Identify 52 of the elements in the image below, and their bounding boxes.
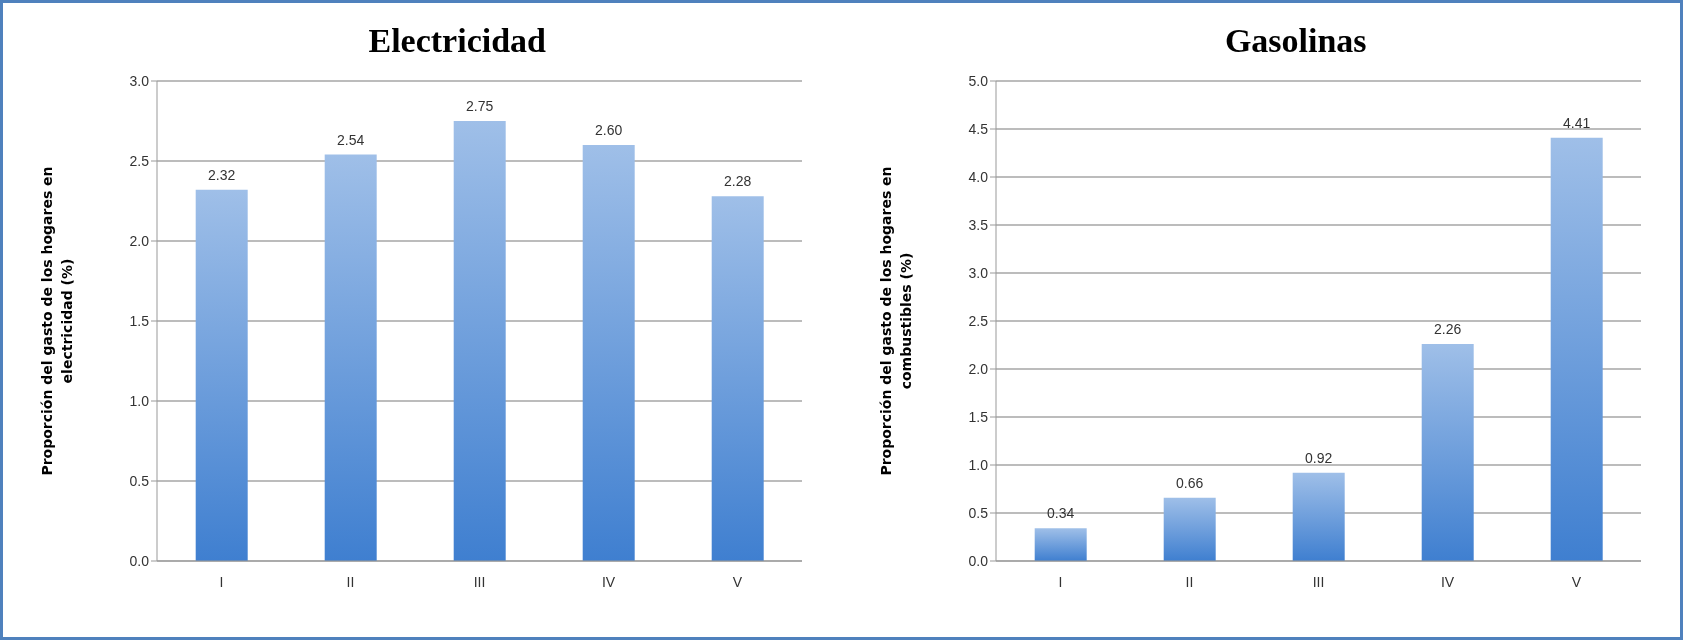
bar [1292,472,1345,561]
y-tick-label: 0.5 [129,472,150,489]
y-tick-label: 2.5 [129,152,150,169]
chart-title: Electricidad [367,21,547,61]
data-label: 2.32 [208,166,236,183]
x-tick-label: III [473,573,486,590]
data-label: 2.75 [466,98,494,114]
data-label: 4.41 [1562,114,1591,131]
data-label: 0.92 [1304,449,1333,466]
bar [1034,528,1087,561]
data-label: 2.54 [337,131,365,148]
y-tick-label: 4.5 [968,120,988,137]
y-tick-label: 0.0 [129,552,150,569]
y-tick-label: 1.0 [968,456,988,473]
x-tick-label: III [1312,573,1325,590]
x-tick-label: II [1185,573,1194,590]
y-tick-label: 3.5 [968,216,988,233]
y-tick-label: 0.0 [968,552,988,569]
chart-title: Gasolinas [1223,21,1368,61]
y-tick-label: 5.0 [968,72,988,89]
x-tick-label: I [1058,573,1063,590]
data-label: 0.66 [1175,474,1204,491]
x-tick-label: V [1571,573,1582,590]
x-tick-label: IV [602,573,617,590]
data-label: 2.26 [1433,321,1462,338]
x-tick-label: II [346,573,355,590]
bar [324,154,377,561]
bar [1550,137,1603,561]
data-label: 2.60 [595,122,623,138]
y-tick-label: 2.0 [129,232,150,249]
x-tick-label: I [219,573,224,590]
y-tick-label: 1.5 [968,408,988,425]
bar [1421,344,1474,561]
data-label: 2.28 [724,173,752,190]
y-tick-label: 3.0 [129,72,150,89]
y-tick-label: 1.5 [129,312,150,329]
y-tick-label: 4.0 [968,168,988,185]
y-tick-label: 2.0 [968,360,988,377]
bar [711,196,764,561]
bar [1163,497,1216,561]
bar [195,189,248,561]
x-tick-label: IV [1440,573,1455,590]
bar [453,121,506,561]
x-tick-label: V [733,573,744,590]
y-axis-title: Proporción del gasto de los hogares en electricidad (%) [38,165,77,478]
data-label: 0.34 [1046,505,1075,522]
y-tick-label: 3.0 [968,264,988,281]
y-tick-label: 2.5 [968,312,988,329]
y-tick-label: 0.5 [968,504,988,521]
bar [582,145,635,561]
y-axis-title: Proporción del gasto de los hogares en combustibles (%) [876,165,915,478]
y-tick-label: 1.0 [129,392,150,409]
